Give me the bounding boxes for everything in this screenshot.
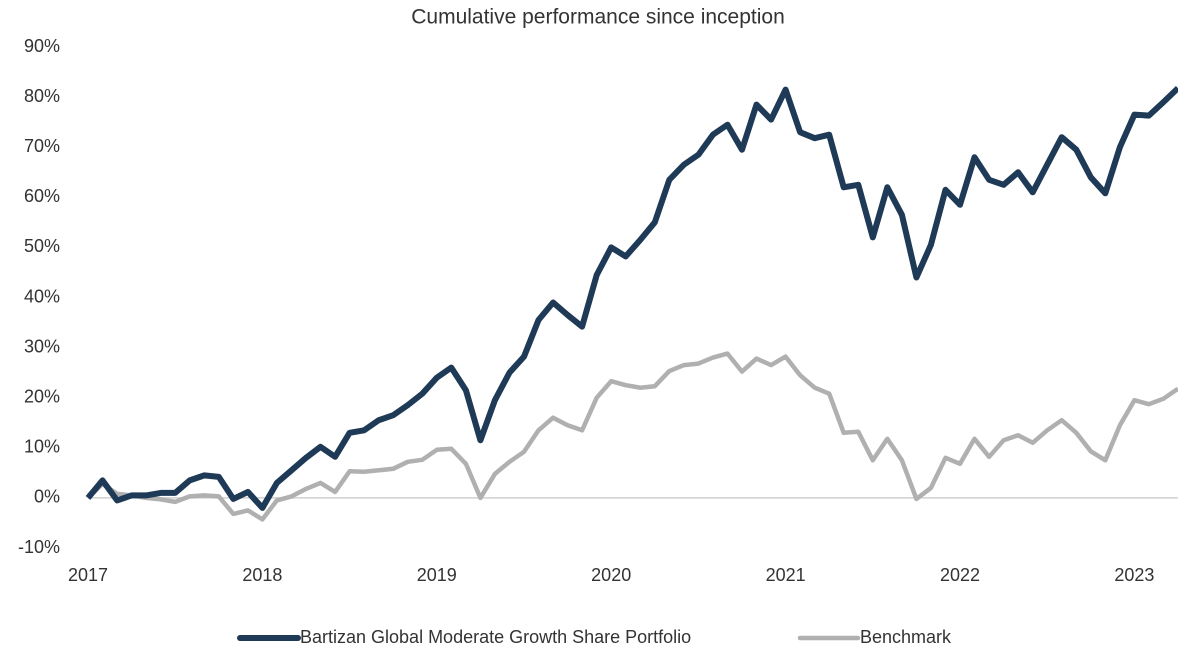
y-tick-label: 0% (34, 487, 60, 507)
y-tick-label: -10% (18, 537, 60, 557)
x-tick-label: 2021 (766, 565, 806, 585)
y-tick-label: 60% (24, 186, 60, 206)
y-tick-label: 30% (24, 336, 60, 356)
x-tick-label: 2022 (940, 565, 980, 585)
legend-label: Bartizan Global Moderate Growth Share Po… (300, 627, 691, 647)
y-tick-label: 50% (24, 236, 60, 256)
series-line (86, 351, 1178, 522)
y-tick-label: 70% (24, 136, 60, 156)
x-tick-label: 2019 (417, 565, 457, 585)
x-tick-label: 2017 (68, 565, 108, 585)
legend-label: Benchmark (860, 627, 952, 647)
y-tick-label: 20% (24, 386, 60, 406)
x-tick-label: 2020 (591, 565, 631, 585)
x-tick-label: 2023 (1114, 565, 1154, 585)
y-tick-label: 40% (24, 286, 60, 306)
chart-title: Cumulative performance since inception (411, 6, 785, 29)
series-line (85, 85, 1178, 511)
x-tick-label: 2018 (242, 565, 282, 585)
y-tick-label: 90% (24, 36, 60, 56)
y-tick-label: 10% (24, 437, 60, 457)
y-tick-label: 80% (24, 86, 60, 106)
